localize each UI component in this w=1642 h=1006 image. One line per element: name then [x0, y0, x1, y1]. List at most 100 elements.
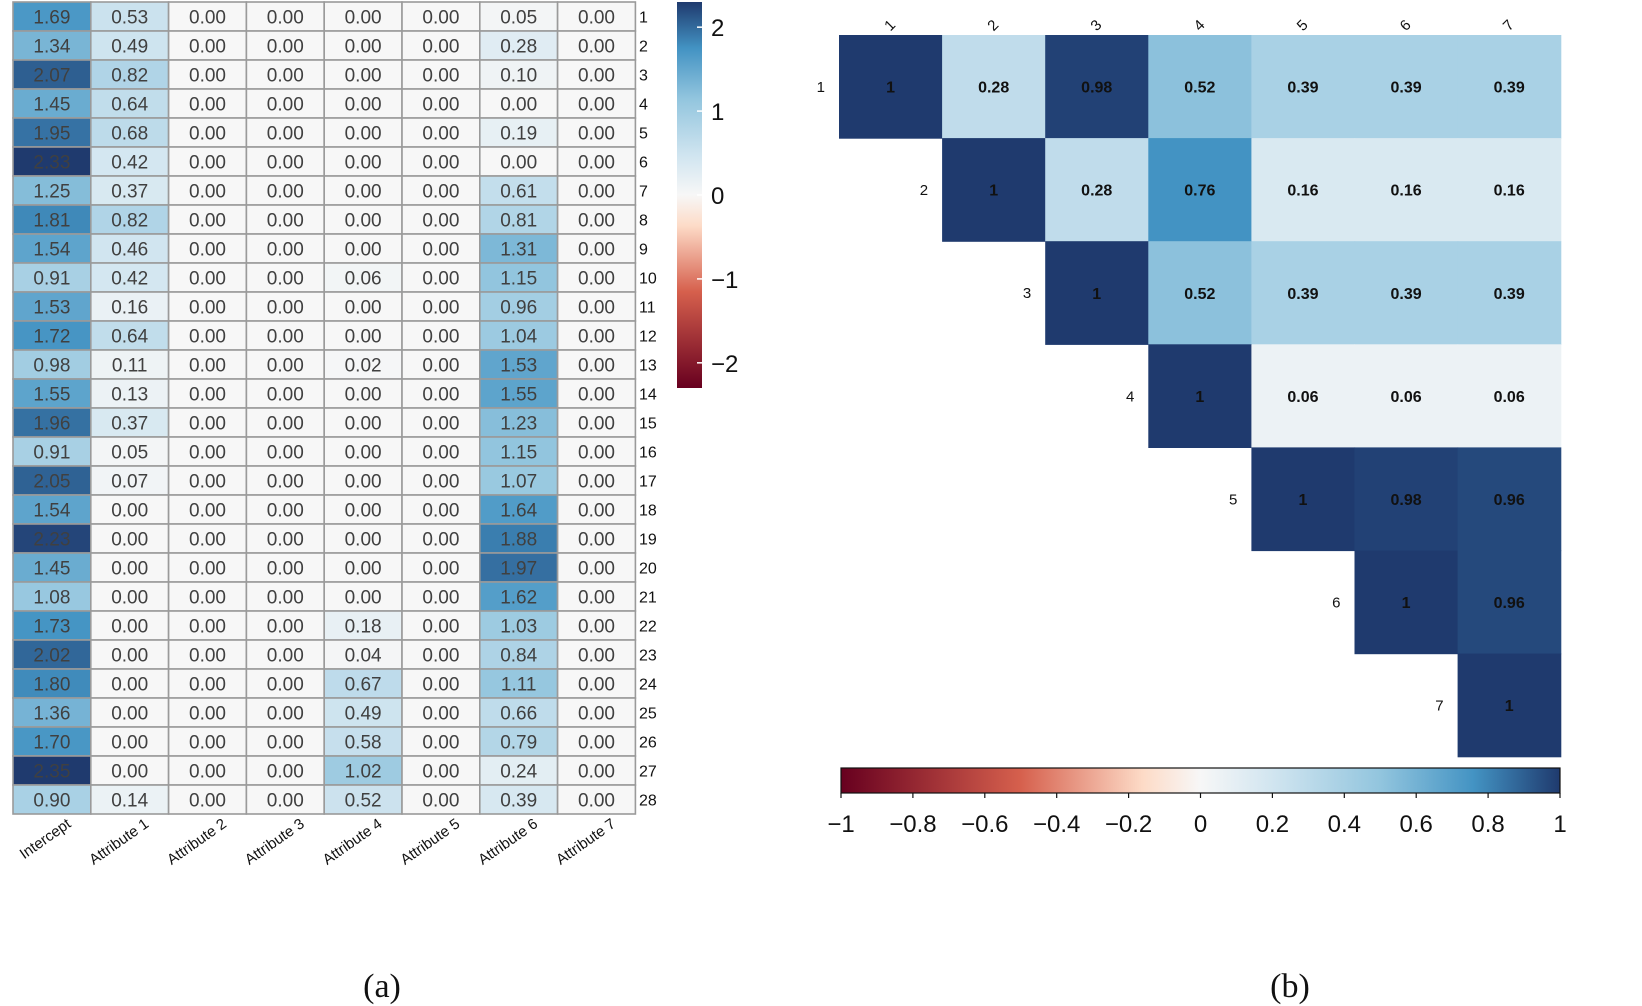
row-label: 26 — [639, 735, 657, 752]
heatmap-cell — [478, 784, 559, 815]
cell-value: 0.00 — [422, 472, 459, 493]
cell-value: 1.70 — [33, 733, 70, 754]
cell-value: 0.00 — [267, 356, 304, 377]
cell-value: 0.00 — [422, 269, 459, 290]
cell-value: 0.00 — [345, 588, 382, 609]
cell-value: 0.00 — [578, 37, 615, 58]
colorbar-tick-label: −1 — [711, 267, 738, 294]
cell-value: 0.00 — [189, 472, 226, 493]
colorbar-tick-label: 0.6 — [1400, 811, 1433, 838]
heatmap-cell — [401, 146, 481, 177]
cell-value: 0.00 — [189, 95, 226, 116]
cell-value: 1.31 — [500, 240, 537, 261]
cell-value: 0.00 — [267, 646, 304, 667]
cell-value: 1.54 — [33, 501, 70, 522]
caption-b: (b) — [1270, 968, 1310, 1005]
heatmap-cell — [167, 88, 248, 119]
cell-value: 0.00 — [267, 414, 304, 435]
heatmap-cell — [401, 755, 481, 786]
cell-value: 0.14 — [111, 791, 148, 812]
column-label: Attribute 2 — [164, 815, 230, 868]
heatmap-cell — [90, 581, 170, 612]
corr-value: 0.96 — [1494, 595, 1525, 612]
colorbar-tick-label: 1 — [1553, 811, 1566, 838]
cell-value: 0.13 — [111, 385, 148, 406]
cell-value: 0.49 — [111, 37, 148, 58]
colorbar-tick-label: −2 — [711, 351, 738, 378]
cell-value: 0.00 — [267, 501, 304, 522]
corr-column-label: 7 — [1500, 17, 1518, 35]
row-label: 19 — [639, 532, 657, 549]
row-label: 2 — [639, 39, 648, 56]
heatmap-cell — [478, 320, 559, 351]
heatmap-cell — [401, 59, 481, 90]
cell-value: 0.00 — [267, 8, 304, 29]
cell-value: 0.02 — [345, 356, 382, 377]
cell-value: 1.95 — [33, 124, 70, 145]
corr-column-label: 2 — [984, 17, 1002, 35]
heatmap-cell — [401, 175, 481, 206]
cell-value: 0.67 — [345, 675, 382, 696]
cell-value: 1.04 — [500, 327, 537, 348]
corr-cell — [1045, 138, 1149, 242]
cell-value: 1.53 — [500, 356, 537, 377]
row-label: 21 — [639, 590, 657, 607]
cell-value: 0.00 — [422, 646, 459, 667]
heatmap-cell — [323, 146, 403, 177]
heatmap-cell — [245, 30, 325, 61]
row-label: 17 — [639, 474, 657, 491]
cell-value: 0.00 — [345, 414, 382, 435]
heatmap-cell — [401, 523, 481, 554]
cell-value: 0.00 — [578, 530, 615, 551]
corr-value: 0.39 — [1390, 80, 1421, 97]
cell-value: 0.24 — [500, 762, 537, 783]
cell-value: 1.25 — [33, 182, 70, 203]
heatmap-cell — [556, 262, 637, 293]
corr-cell — [1354, 344, 1459, 448]
cell-value: 0.19 — [500, 124, 537, 145]
cell-value: 0.00 — [578, 559, 615, 580]
cell-value: 0.00 — [578, 8, 615, 29]
corr-cell — [1045, 241, 1149, 345]
cell-value: 0.64 — [111, 95, 148, 116]
cell-value: 0.00 — [267, 675, 304, 696]
cell-value: 0.00 — [111, 733, 148, 754]
cell-value: 0.00 — [267, 153, 304, 174]
cell-value: 0.00 — [267, 327, 304, 348]
heatmap-cell — [556, 407, 637, 438]
corr-value: 0.52 — [1184, 80, 1215, 97]
cell-value: 0.00 — [578, 733, 615, 754]
corr-value: 0.76 — [1184, 183, 1215, 200]
corr-cell — [1251, 447, 1356, 552]
cell-value: 0.49 — [345, 704, 382, 725]
row-label: 24 — [639, 677, 657, 694]
heatmap-cell — [323, 88, 403, 119]
heatmap-cell — [167, 639, 248, 670]
corr-value: 0.28 — [1081, 183, 1112, 200]
corr-value: 0.39 — [1287, 286, 1318, 303]
cell-value: 0.82 — [111, 66, 148, 87]
cell-value: 1.02 — [345, 762, 382, 783]
corr-value: 0.98 — [1081, 80, 1112, 97]
corr-row-label: 3 — [1023, 285, 1031, 302]
heatmap-cell — [167, 262, 248, 293]
cell-value: 0.61 — [500, 182, 537, 203]
heatmap-cell — [556, 320, 637, 351]
heatmap-cell — [478, 349, 559, 380]
cell-value: 1.45 — [33, 559, 70, 580]
cell-value: 0.00 — [189, 501, 226, 522]
cell-value: 1.69 — [33, 8, 70, 29]
heatmap-cell — [12, 1, 92, 32]
panel-b-correlation: 1 2 3 4 5 6 7 1 1 0.28 0.98 0.52 0.39 0.39 0.39 2 1 0.28 0… — [817, 17, 1567, 838]
cell-value: 0.64 — [111, 327, 148, 348]
cell-value: 1.53 — [33, 298, 70, 319]
heatmap-cell — [90, 291, 170, 322]
cell-value: 1.23 — [500, 414, 537, 435]
heatmap-cell — [401, 436, 481, 467]
colorbar-tick-label: 0 — [711, 183, 724, 210]
heatmap-cell — [245, 465, 325, 496]
cell-value: 0.00 — [345, 95, 382, 116]
corr-value: 0.98 — [1390, 492, 1421, 509]
cell-value: 0.00 — [345, 37, 382, 58]
heatmap-cell — [401, 726, 481, 757]
